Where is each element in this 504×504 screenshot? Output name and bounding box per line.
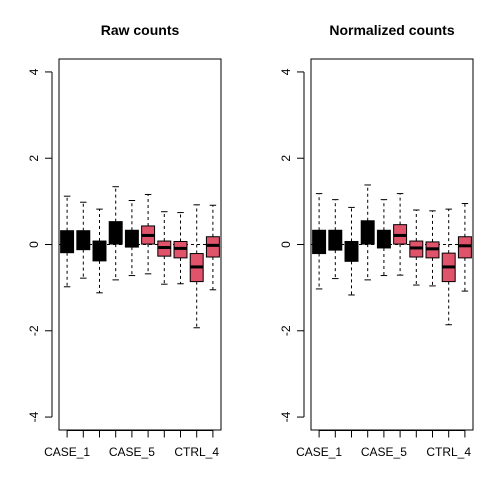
raw-counts-y-tick-label: 2 <box>27 155 41 162</box>
raw-counts-box-body <box>60 230 75 254</box>
normalized-counts-y-tick-label: -4 <box>279 411 293 422</box>
raw-counts-box-7 <box>157 211 172 285</box>
raw-counts-x-axis: CASE_1 CASE_5 CTRL_4 <box>44 430 219 459</box>
normalized-counts-x-tick-label: CASE_1 <box>296 445 342 459</box>
normalized-counts-box-2 <box>328 199 343 280</box>
raw-counts-box-3 <box>92 208 107 294</box>
normalized-counts-box-5 <box>376 199 391 277</box>
raw-counts-box-5 <box>124 199 139 277</box>
raw-counts-title: Raw counts <box>101 22 180 38</box>
normalized-counts-y-tick-label: 2 <box>279 155 293 162</box>
raw-counts-box-10 <box>205 204 220 291</box>
normalized-counts-boxes <box>311 184 473 326</box>
normalized-counts-box-3 <box>344 206 359 296</box>
raw-counts-boxes <box>59 186 221 329</box>
normalized-counts-x-tick-label: CASE_5 <box>361 445 407 459</box>
normalized-counts-title: Normalized counts <box>329 22 454 38</box>
normalized-counts-box-10 <box>457 203 472 292</box>
normalized-counts-box-7 <box>409 209 424 286</box>
normalized-counts-panel: Normalized counts -4 -2 0 2 4 CASE_1 CASE_5 CT… <box>279 22 474 459</box>
normalized-counts-x-axis: CASE_1 CASE_5 CTRL_4 <box>296 430 471 459</box>
normalized-counts-box-body <box>457 236 472 259</box>
raw-counts-x-tick-label: CTRL_4 <box>174 445 219 459</box>
normalized-counts-box-9 <box>441 208 456 326</box>
raw-counts-box-1 <box>60 195 75 288</box>
normalized-counts-y-tick-label: 4 <box>279 68 293 75</box>
raw-counts-y-tick-label: 0 <box>27 241 41 248</box>
normalized-counts-y-tick-label: -2 <box>279 325 293 336</box>
raw-counts-y-tick-label: 4 <box>27 68 41 75</box>
raw-counts-x-tick-label: CASE_5 <box>109 445 155 459</box>
raw-counts-box-body <box>205 236 220 258</box>
normalized-counts-y-axis: -4 -2 0 2 4 <box>279 68 305 422</box>
normalized-counts-x-tick-label: CTRL_4 <box>426 445 471 459</box>
normalized-counts-box-4 <box>360 184 375 281</box>
raw-counts-x-tick-label: CASE_1 <box>44 445 90 459</box>
raw-counts-y-tick-label: -2 <box>27 325 41 336</box>
raw-counts-y-axis: -4 -2 0 2 4 <box>27 68 53 422</box>
raw-counts-box-2 <box>76 201 91 279</box>
normalized-counts-box-body <box>360 220 375 245</box>
normalized-counts-box-6 <box>393 193 408 276</box>
normalized-counts-box-8 <box>425 210 440 287</box>
raw-counts-box-8 <box>173 212 188 285</box>
raw-counts-box-9 <box>189 204 204 329</box>
normalized-counts-box-body <box>312 229 327 255</box>
normalized-counts-y-tick-label: 0 <box>279 241 293 248</box>
raw-counts-panel: Raw counts -4 -2 0 2 4 CASE_1 CASE_5 CTRL_4 <box>27 22 222 459</box>
normalized-counts-box-1 <box>312 193 327 290</box>
raw-counts-box-body <box>108 221 123 245</box>
raw-counts-box-6 <box>141 193 156 275</box>
raw-counts-y-tick-label: -4 <box>27 411 41 422</box>
raw-counts-box-4 <box>108 186 123 281</box>
